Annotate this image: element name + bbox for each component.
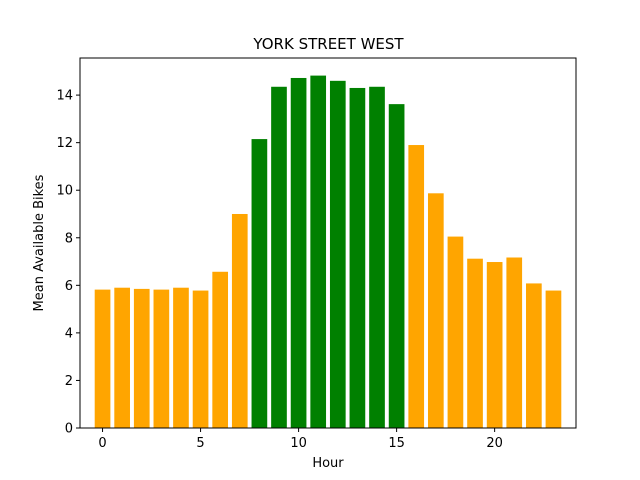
y-tick-label: 4 bbox=[65, 326, 73, 341]
x-tick-label: 20 bbox=[486, 436, 503, 451]
y-tick-label: 12 bbox=[56, 136, 73, 151]
bar-hour-22 bbox=[526, 283, 542, 428]
x-axis-label: Hour bbox=[312, 456, 344, 471]
bar-hour-11 bbox=[310, 75, 327, 428]
bar-hour-4 bbox=[173, 287, 189, 428]
y-axis-label: Mean Available Bikes bbox=[32, 174, 47, 311]
bar-hour-5 bbox=[192, 290, 209, 428]
y-tick-label: 8 bbox=[65, 231, 73, 246]
y-tick-label: 14 bbox=[56, 89, 73, 104]
bar-hour-1 bbox=[114, 287, 130, 428]
bar-hour-14 bbox=[369, 86, 385, 428]
x-tick-label: 10 bbox=[290, 436, 307, 451]
y-tick-label: 2 bbox=[65, 374, 73, 389]
x-axis-ticks: 0 5 10 15 20 bbox=[98, 428, 503, 451]
bar-hour-16 bbox=[408, 145, 425, 428]
bar-hour-9 bbox=[271, 86, 287, 428]
bar-hour-13 bbox=[349, 87, 366, 429]
bar-hour-20 bbox=[486, 262, 503, 428]
y-tick-label: 0 bbox=[65, 422, 73, 437]
bar-hour-17 bbox=[427, 193, 444, 428]
bar-hour-8 bbox=[251, 139, 268, 428]
bar-hour-21 bbox=[506, 257, 523, 428]
bar-hour-2 bbox=[133, 288, 150, 428]
plot-frame bbox=[79, 57, 577, 429]
bar-hour-15 bbox=[388, 104, 405, 428]
bar-hour-7 bbox=[231, 213, 248, 428]
bar-hour-3 bbox=[153, 289, 170, 428]
bar-hour-23 bbox=[545, 290, 562, 428]
bar-hour-19 bbox=[467, 258, 483, 428]
x-tick-label: 5 bbox=[196, 436, 204, 451]
x-tick-label: 15 bbox=[388, 436, 405, 451]
bar-hour-0 bbox=[94, 289, 111, 428]
y-axis-ticks: 0 2 4 6 8 10 12 14 bbox=[56, 89, 80, 437]
bar-hour-12 bbox=[329, 80, 346, 429]
bars-group bbox=[94, 75, 562, 429]
y-tick-label: 10 bbox=[56, 184, 73, 199]
chart-title: YORK STREET WEST bbox=[252, 35, 404, 53]
bar-hour-10 bbox=[290, 77, 307, 428]
bar-hour-18 bbox=[447, 236, 464, 428]
y-tick-label: 6 bbox=[65, 279, 73, 294]
bar-hour-6 bbox=[212, 271, 229, 428]
x-tick-label: 0 bbox=[98, 436, 106, 451]
